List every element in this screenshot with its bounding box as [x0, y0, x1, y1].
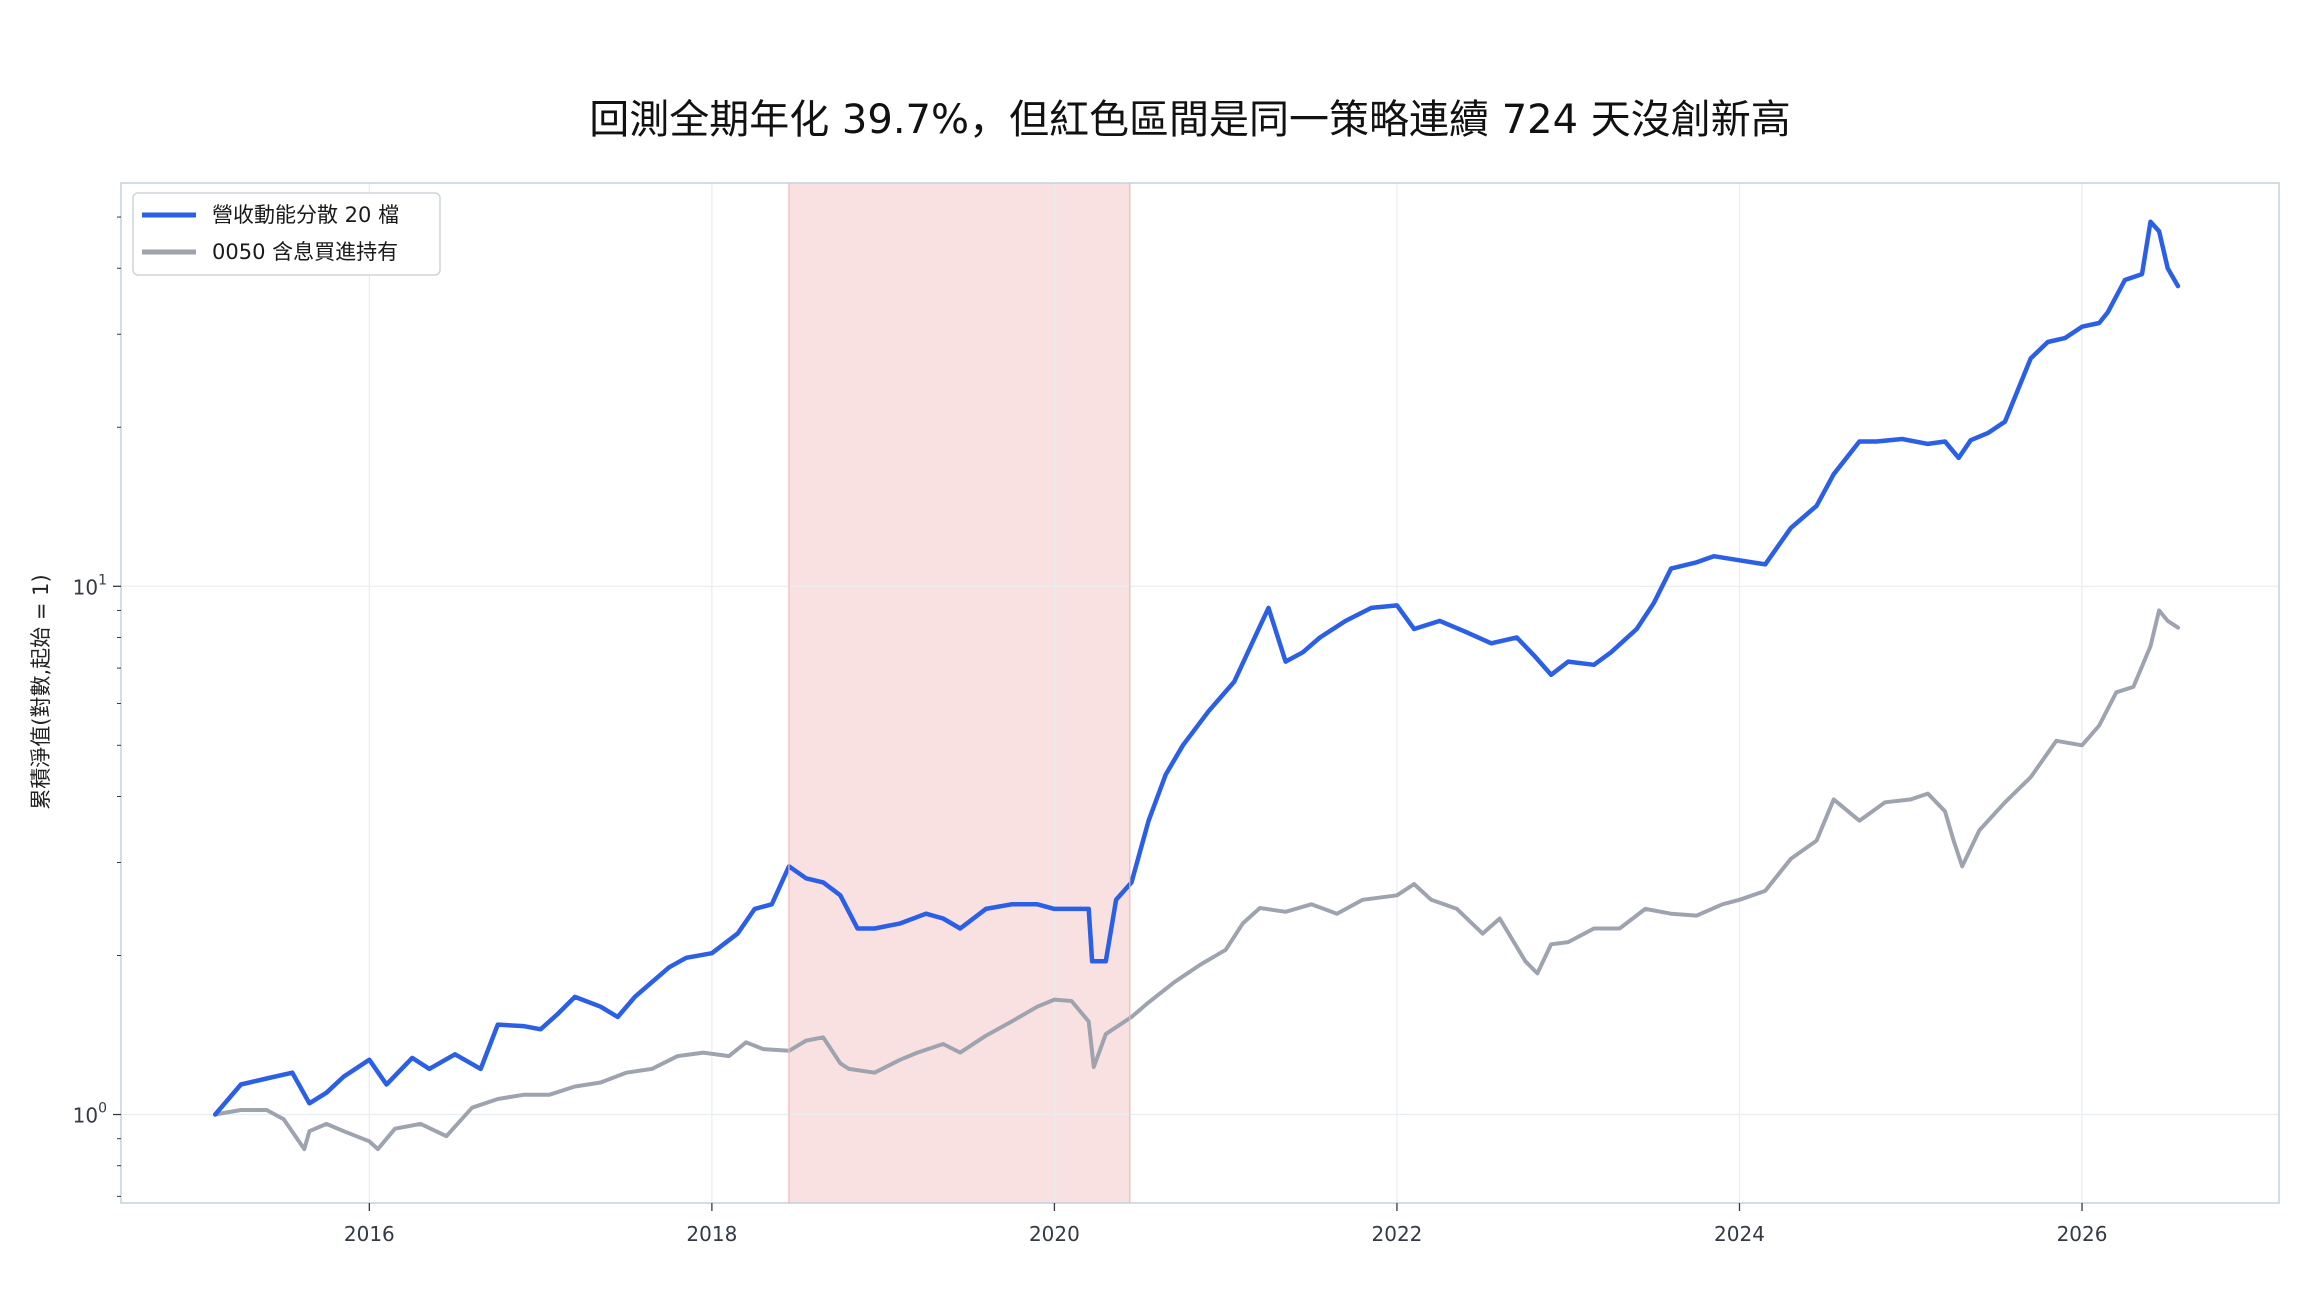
strategy-series-line: [212, 219, 2181, 1117]
series-lines: [212, 219, 2181, 1152]
plot-area: [121, 183, 2279, 1203]
chart-title: 回測全期年化 39.7%，但紅色區間是同一策略連續 724 天沒創新高: [589, 97, 1791, 143]
benchmark-series-line: [213, 608, 2180, 1152]
y-tick-label: 101: [73, 572, 107, 599]
grid-lines: [121, 183, 2279, 1203]
x-tick-label: 2024: [1714, 1222, 1765, 1246]
y-axis-ticks: 100 101: [73, 216, 121, 1197]
no-new-high-region: [788, 183, 1130, 1203]
plot-frame: [120, 182, 2280, 1204]
legend: 營收動能分散 20 檔 0050 含息買進持有: [132, 192, 441, 276]
y-tick-label: 100: [73, 1101, 107, 1128]
y-axis-label: 累積淨值(對數,起始 = 1): [29, 574, 53, 809]
x-tick-label: 2020: [1029, 1222, 1080, 1246]
legend-label-strategy: 營收動能分散 20 檔: [212, 203, 399, 227]
x-tick-label: 2022: [1372, 1222, 1423, 1246]
x-tick-label: 2026: [2057, 1222, 2108, 1246]
x-tick-label: 2016: [344, 1222, 395, 1246]
x-axis-ticks: 2016 2018 2020 2022 2024 2026: [344, 1203, 2108, 1246]
legend-label-benchmark: 0050 含息買進持有: [212, 240, 398, 264]
x-tick-label: 2018: [686, 1222, 737, 1246]
legend-box: [132, 192, 441, 276]
